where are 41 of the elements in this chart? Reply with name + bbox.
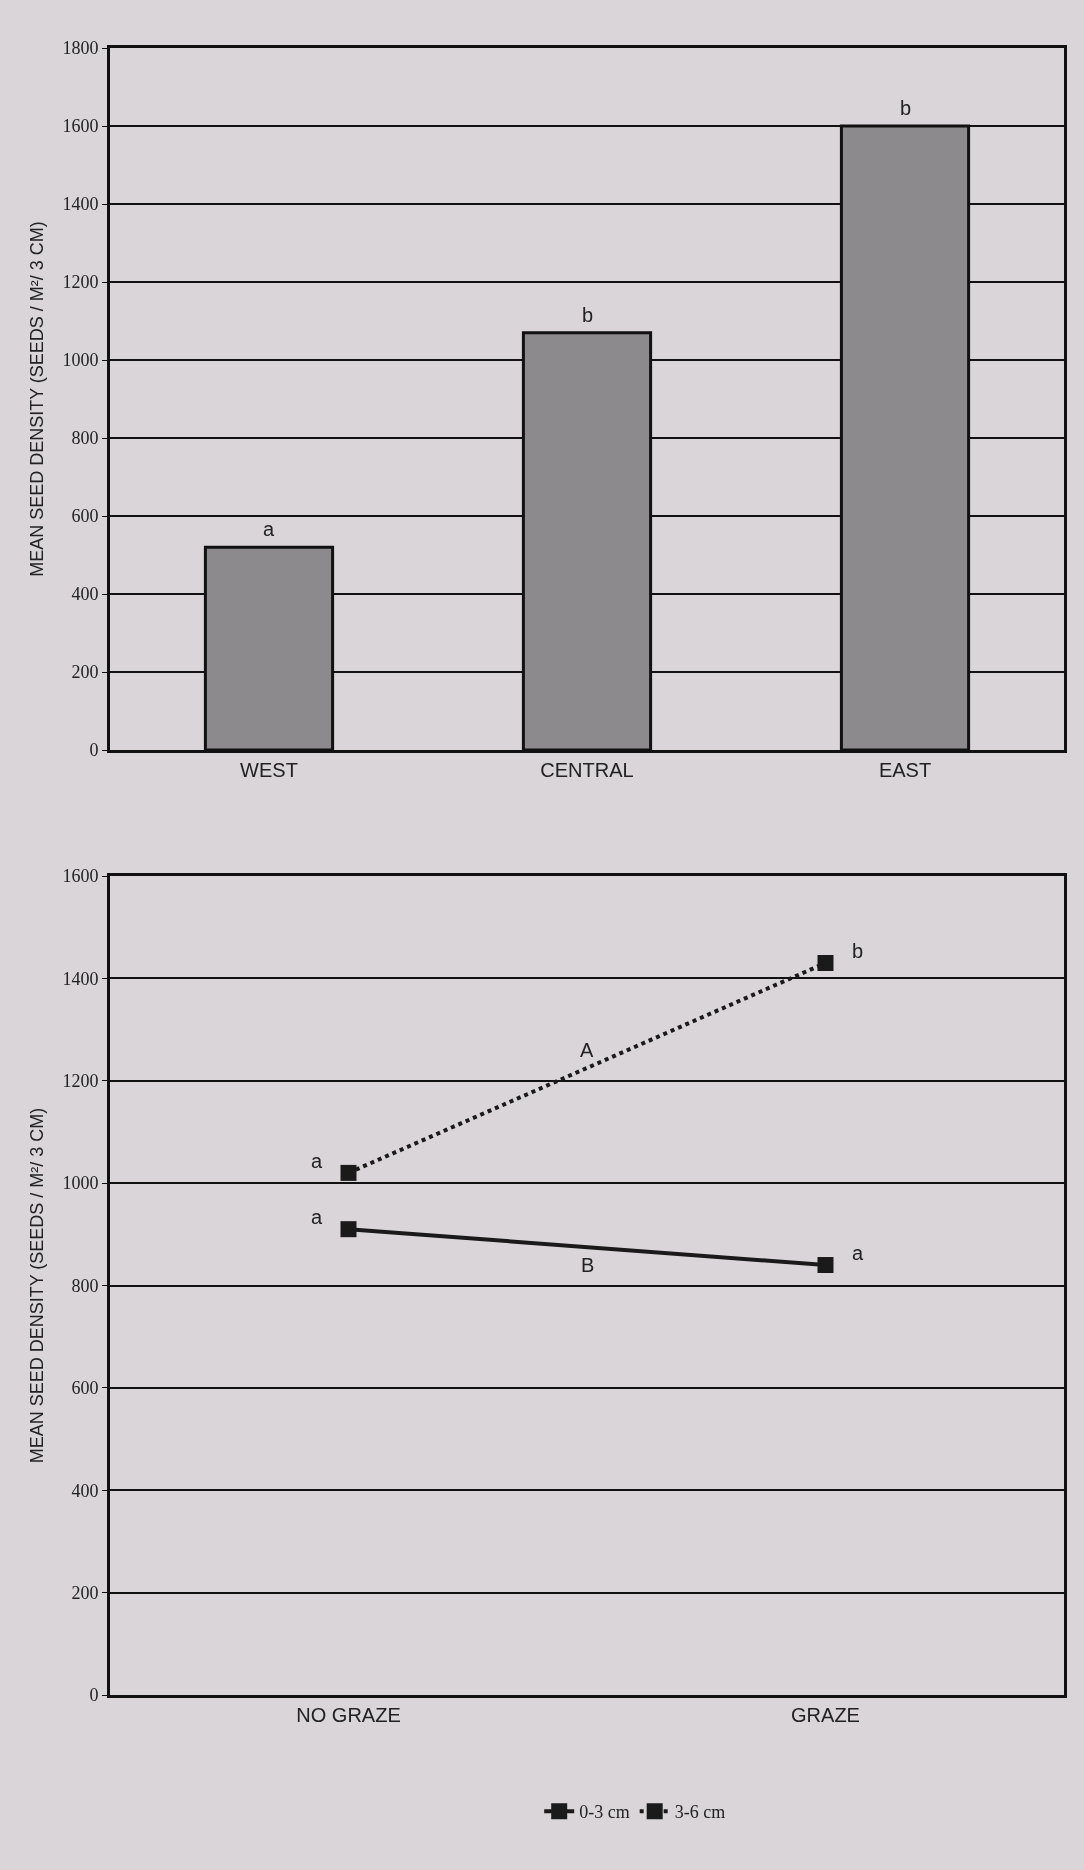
annotation: B (581, 1254, 595, 1276)
annotation: a (852, 1242, 864, 1264)
y-tick-label: 1600 (62, 116, 99, 137)
y-tick-label: 800 (71, 428, 99, 449)
x-tick-label: CENTRAL (540, 759, 634, 781)
legend-label: 0-3 cm (579, 1802, 630, 1823)
y-tick-label: 200 (71, 1582, 99, 1603)
annotation: A (580, 1039, 594, 1061)
y-tick-label: 1000 (62, 350, 99, 371)
y-tick-label: 1800 (62, 38, 99, 59)
y-tick-label: 1000 (62, 1173, 99, 1194)
annotation: a (311, 1150, 323, 1172)
y-tick-label: 1200 (62, 1071, 99, 1092)
x-tick-label: EAST (878, 759, 932, 781)
point (340, 1221, 357, 1238)
y-tick-label: 400 (71, 584, 99, 605)
y-tick-label: 1600 (62, 866, 99, 887)
annotation: a (263, 518, 275, 540)
y-tick-label: 1400 (62, 194, 99, 215)
point (340, 1164, 357, 1181)
y-axis-title: MEAN SEED DENSITY (SEEDS / M²/ 3 CM) (26, 221, 47, 577)
y-tick-label: 800 (71, 1275, 99, 1296)
point (817, 955, 834, 972)
y-tick-label: 1400 (62, 968, 99, 989)
y-tick-label: 600 (71, 1378, 99, 1399)
x-tick-label: NO GRAZE (296, 1704, 401, 1726)
y-tick-label: 200 (71, 662, 99, 683)
y-tick-label: 1200 (62, 272, 99, 293)
legend-label: 3-6 cm (674, 1802, 726, 1823)
x-tick-label: GRAZE (791, 1704, 860, 1726)
y-tick-label: 0 (89, 740, 99, 761)
annotation: b (900, 97, 912, 119)
y-tick-label: 600 (71, 506, 99, 527)
x-tick-label: WEST (240, 759, 298, 781)
y-axis-title: MEAN SEED DENSITY (SEEDS / M²/ 3 CM) (26, 1107, 47, 1464)
y-tick-label: 0 (89, 1685, 99, 1706)
annotation: b (852, 940, 864, 962)
annotation: b (582, 304, 594, 326)
y-tick-label: 400 (71, 1480, 99, 1501)
annotation: a (311, 1206, 323, 1228)
point (817, 1257, 834, 1274)
